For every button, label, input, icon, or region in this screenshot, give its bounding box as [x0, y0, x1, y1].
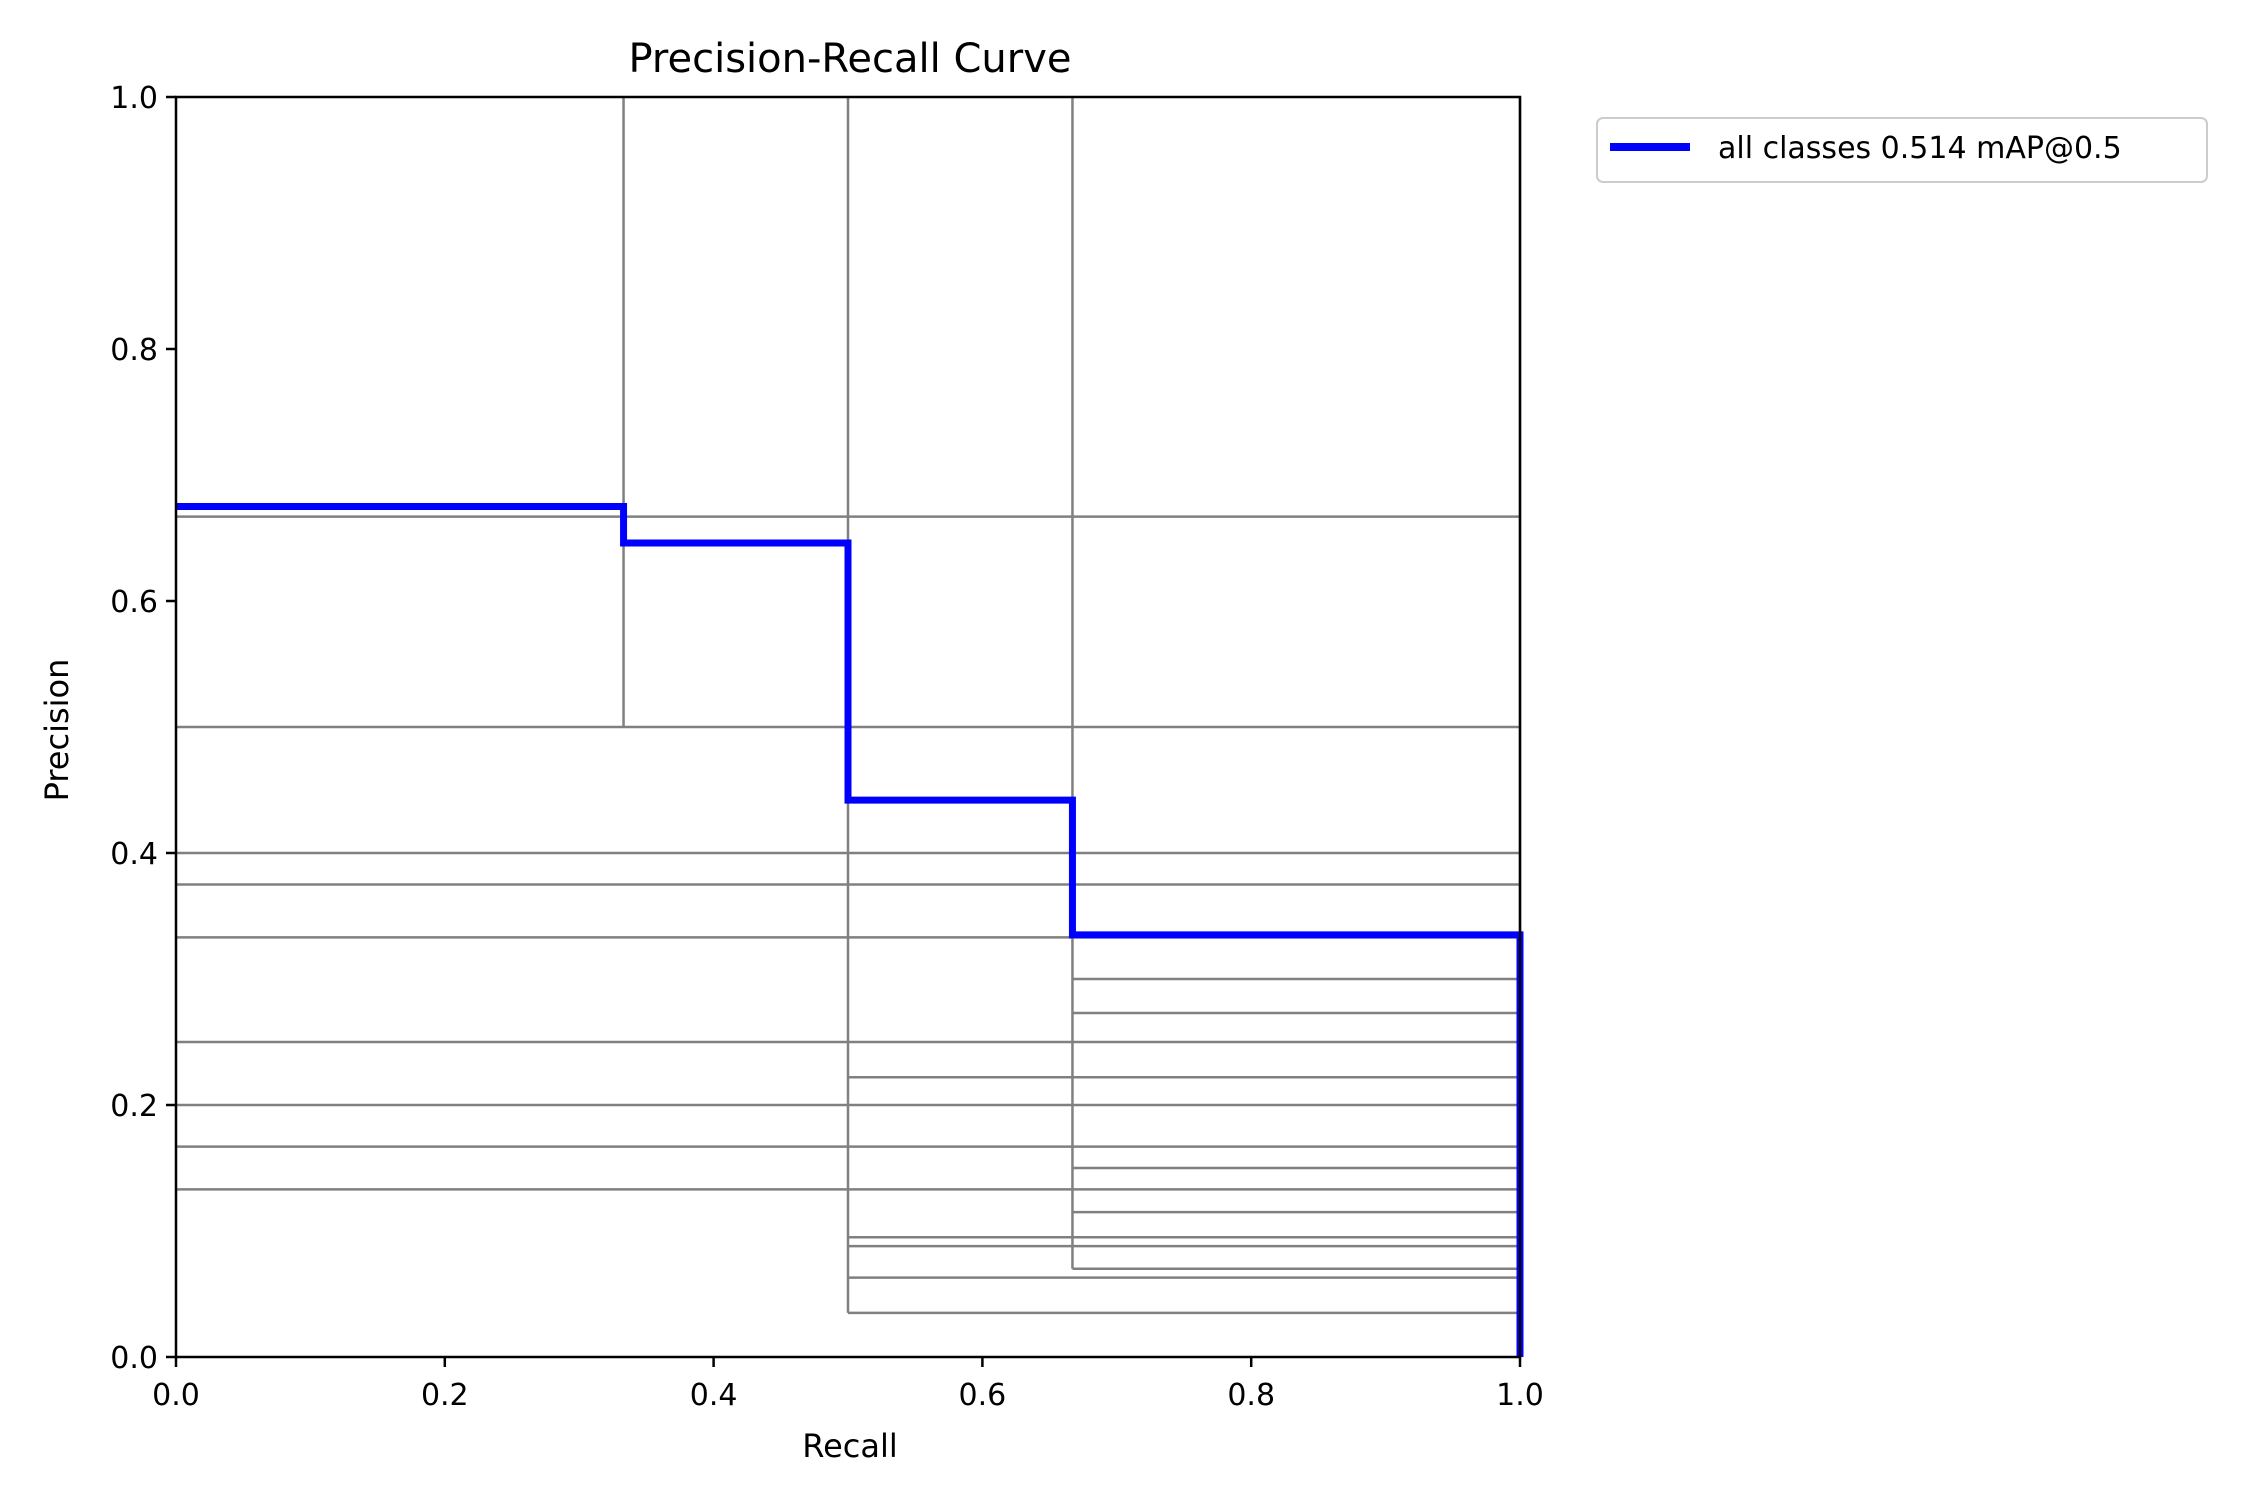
y-axis-label: Precision — [38, 659, 76, 802]
x-tick-label: 0.4 — [690, 1378, 738, 1413]
y-tick-label: 1.0 — [110, 81, 158, 116]
y-tick-label: 0.4 — [110, 837, 158, 872]
y-tick-label: 0.2 — [110, 1089, 158, 1124]
chart-title: Precision-Recall Curve — [629, 36, 1072, 82]
x-tick-label: 1.0 — [1496, 1378, 1544, 1413]
x-tick-label: 0.6 — [959, 1378, 1007, 1413]
x-tick-label: 0.8 — [1227, 1378, 1275, 1413]
legend-frame — [1596, 117, 2208, 183]
x-tick-label: 0.2 — [421, 1378, 469, 1413]
legend-label: all classes 0.514 mAP@0.5 — [1718, 131, 2122, 166]
x-tick-label: 0.0 — [152, 1378, 200, 1413]
x-axis-label: Recall — [802, 1427, 897, 1465]
series-line-all-classes — [176, 503, 1524, 1357]
axes-frame — [174, 95, 1522, 1359]
y-tick-label: 0.8 — [110, 333, 158, 368]
y-tick-label: 0.6 — [110, 585, 158, 620]
legend: all classes 0.514 mAP@0.5 — [1596, 117, 2208, 183]
y-tick-label: 0.0 — [110, 1341, 158, 1376]
axes: 0.0 0.2 0.4 0.6 0.8 1.0 0.0 0.2 0.4 0.6 0.8 1.0 — [110, 81, 1544, 1413]
